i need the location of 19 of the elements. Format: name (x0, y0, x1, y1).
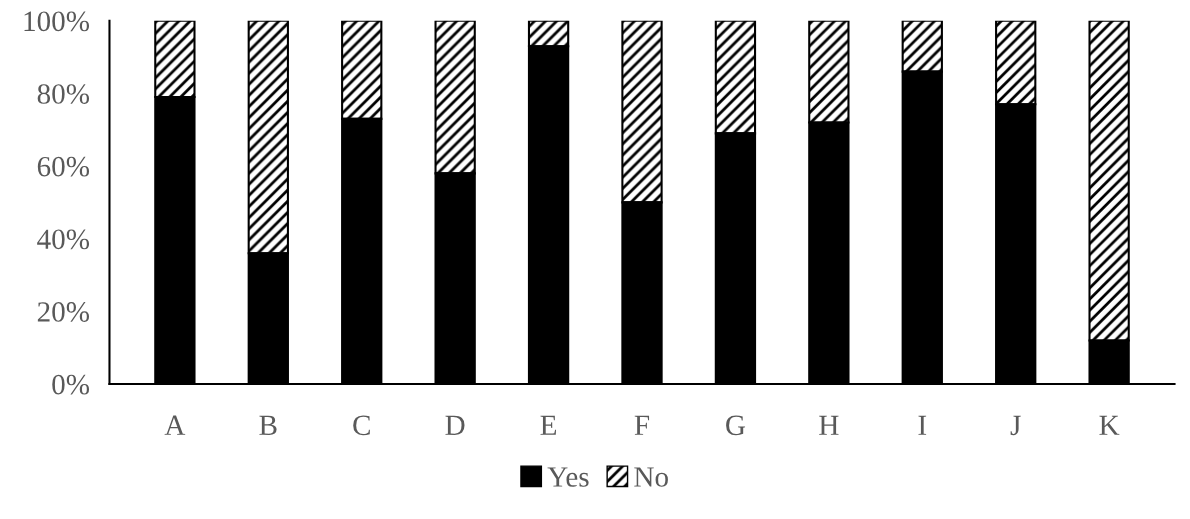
y-tick-label: 100% (24, 11, 90, 32)
x-tick-label: A (164, 415, 186, 435)
y-tick-label: 40% (37, 229, 90, 250)
x-tick-label: H (819, 415, 839, 435)
y-tick-label: 60% (37, 156, 90, 177)
y-tick-label: 20% (37, 302, 90, 322)
x-tick-label: J (1010, 415, 1021, 436)
x-tick-label: C (353, 415, 370, 436)
legend-label: Yes (547, 467, 589, 487)
x-tick-label: B (259, 415, 277, 435)
x-tick-label: I (918, 415, 927, 435)
x-tick-label: D (445, 415, 465, 435)
y-tick-label: 80% (37, 84, 90, 104)
x-tick-label: E (540, 415, 557, 435)
x-tick-label: G (726, 415, 746, 436)
y-tick-label: 0% (52, 374, 90, 395)
legend-label: No (634, 467, 668, 487)
x-tick-label: F (634, 415, 650, 435)
x-tick-label: K (1099, 415, 1120, 435)
